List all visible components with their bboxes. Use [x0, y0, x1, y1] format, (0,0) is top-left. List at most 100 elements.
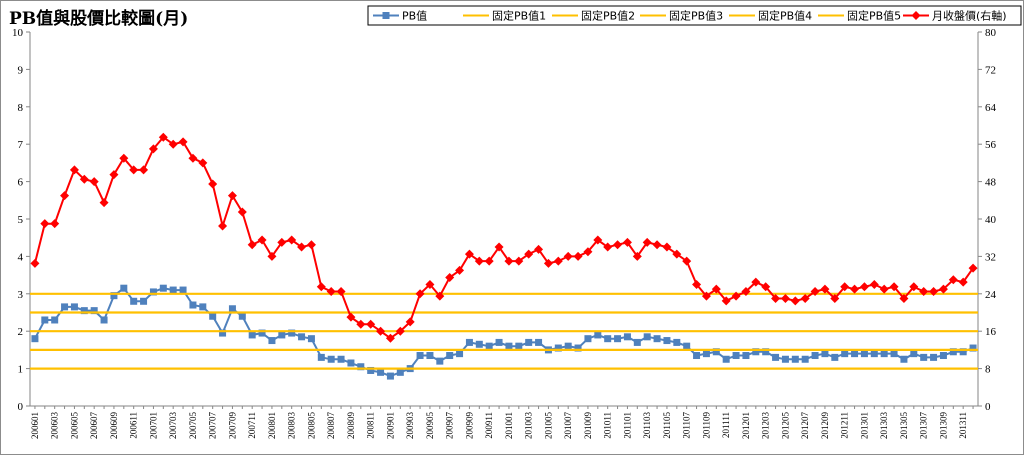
- price-point: [237, 207, 247, 217]
- price-point: [682, 256, 692, 266]
- price-point: [751, 277, 761, 287]
- pb-point: [633, 338, 641, 346]
- pb-point: [475, 340, 483, 348]
- price-point: [484, 256, 494, 266]
- price-point: [267, 251, 277, 261]
- price-point: [208, 179, 218, 189]
- pb-point: [673, 338, 681, 346]
- pb-point: [831, 353, 839, 361]
- price-point: [198, 158, 208, 168]
- price-point: [790, 296, 800, 306]
- price-point: [514, 256, 524, 266]
- x-tick-label: 200605: [69, 412, 79, 440]
- right-tick-label: 16: [985, 326, 997, 338]
- price-point: [692, 279, 702, 289]
- price-point: [524, 249, 534, 259]
- price-point: [938, 284, 948, 294]
- pb-point: [416, 352, 424, 360]
- price-point: [968, 263, 978, 273]
- price-point: [672, 249, 682, 259]
- legend-label: 固定PB值2: [581, 9, 635, 23]
- pb-point: [149, 288, 157, 296]
- pb-point: [199, 303, 207, 311]
- pb-point: [535, 338, 543, 346]
- pb-point: [337, 355, 345, 363]
- x-tick-label: 200705: [188, 412, 198, 440]
- price-point: [563, 251, 573, 261]
- pb-point: [465, 338, 473, 346]
- price-point: [306, 240, 316, 250]
- pb-point: [752, 348, 760, 356]
- pb-point: [801, 355, 809, 363]
- pb-point: [278, 331, 286, 339]
- pb-point: [367, 366, 375, 374]
- pb-point: [298, 333, 306, 341]
- pb-point: [485, 342, 493, 350]
- price-point: [346, 312, 356, 322]
- x-tick-label: 201205: [780, 412, 790, 440]
- left-tick-label: 8: [18, 102, 24, 114]
- price-point: [603, 242, 613, 252]
- price-point: [652, 240, 662, 250]
- pb-point: [722, 355, 730, 363]
- pb-point: [90, 307, 98, 315]
- x-tick-label: 200907: [445, 412, 455, 440]
- price-point: [415, 289, 425, 299]
- price-point: [879, 284, 889, 294]
- price-point: [247, 240, 257, 250]
- price-point: [899, 293, 909, 303]
- left-tick-label: 1: [18, 364, 24, 376]
- pb-point: [130, 297, 138, 305]
- legend-item: 固定PB值2: [552, 9, 635, 23]
- price-point: [761, 282, 771, 292]
- pb-point: [268, 337, 276, 345]
- price-point: [573, 251, 583, 261]
- right-tick-label: 8: [985, 364, 991, 376]
- pb-point: [949, 348, 957, 356]
- x-tick-label: 201305: [899, 412, 909, 440]
- price-point: [534, 244, 544, 254]
- pb-point: [179, 286, 187, 294]
- pb-point: [693, 352, 701, 360]
- pb-point: [169, 286, 177, 294]
- x-tick-label: 200807: [326, 412, 336, 440]
- right-tick-label: 72: [985, 64, 996, 76]
- price-point: [771, 293, 781, 303]
- price-point: [464, 249, 474, 259]
- right-tick-label: 56: [985, 139, 997, 151]
- pb-point: [80, 307, 88, 315]
- price-point: [820, 284, 830, 294]
- left-tick-label: 4: [18, 251, 24, 263]
- x-tick-label: 200609: [109, 412, 119, 440]
- price-point: [50, 219, 60, 229]
- price-point: [425, 279, 435, 289]
- x-tick-label: 200809: [346, 412, 356, 440]
- legend-item: 固定PB值1: [463, 9, 546, 23]
- pb-point: [910, 350, 918, 358]
- price-point: [119, 153, 129, 163]
- pb-point: [554, 344, 562, 352]
- price-point: [780, 293, 790, 303]
- pb-point: [515, 342, 523, 350]
- pb-point: [456, 350, 464, 358]
- price-point: [613, 240, 623, 250]
- price-point: [89, 177, 99, 187]
- right-tick-label: 64: [985, 102, 997, 114]
- price-point: [850, 284, 860, 294]
- left-tick-label: 6: [18, 177, 24, 189]
- price-point: [909, 282, 919, 292]
- price-point: [257, 235, 267, 245]
- price-point: [929, 286, 939, 296]
- x-tick-label: 201211: [840, 412, 850, 439]
- price-point: [593, 235, 603, 245]
- x-tick-label: 201009: [583, 412, 593, 440]
- x-tick-label: 200909: [464, 412, 474, 440]
- pb-point: [61, 303, 69, 311]
- pb-point: [288, 329, 296, 337]
- pb-point: [426, 352, 434, 360]
- x-tick-label: 201109: [701, 412, 711, 439]
- x-tick-label: 201011: [603, 412, 613, 439]
- legend-item: 固定PB值5: [818, 9, 901, 23]
- price-point: [455, 265, 465, 275]
- pb-point: [396, 368, 404, 376]
